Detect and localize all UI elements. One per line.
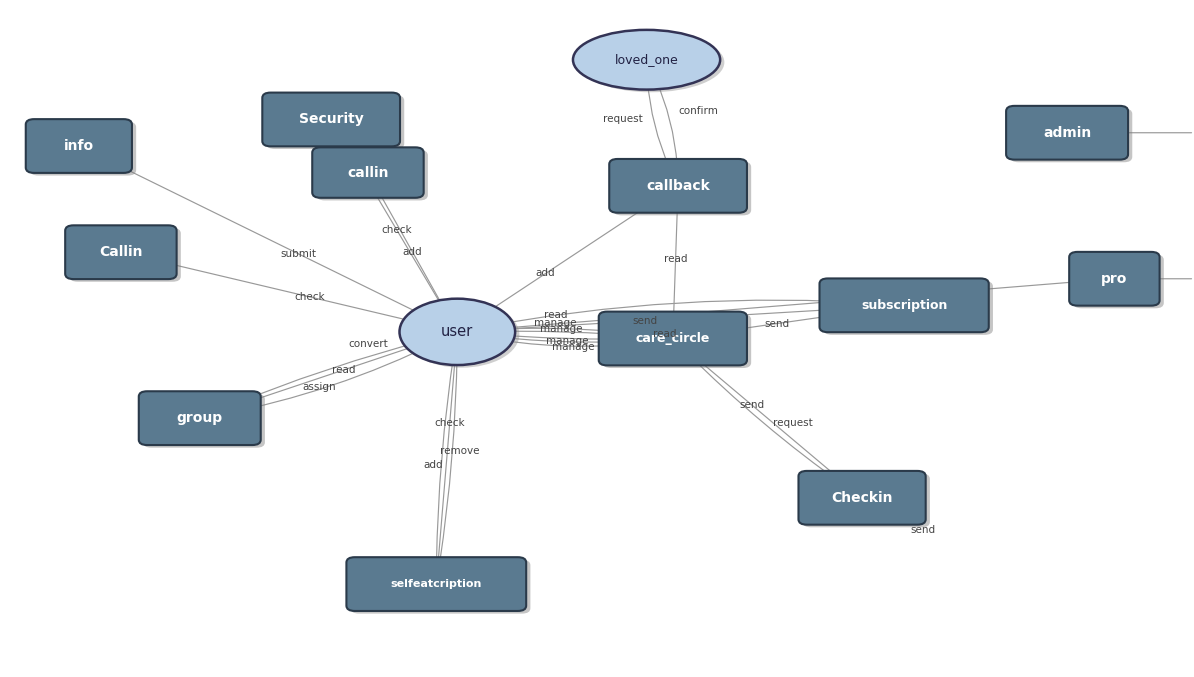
- Text: request: request: [774, 418, 813, 429]
- Text: add: add: [424, 460, 443, 470]
- Text: assign: assign: [302, 383, 336, 392]
- Ellipse shape: [404, 301, 519, 368]
- Text: send: send: [740, 400, 765, 410]
- Text: check: check: [294, 292, 325, 302]
- Text: group: group: [177, 411, 223, 425]
- Text: Callin: Callin: [99, 245, 142, 259]
- Text: care_circle: care_circle: [635, 332, 710, 345]
- Text: read: read: [544, 310, 567, 320]
- FancyBboxPatch shape: [139, 391, 260, 445]
- Ellipse shape: [573, 30, 720, 89]
- FancyBboxPatch shape: [30, 122, 136, 175]
- FancyBboxPatch shape: [802, 474, 930, 527]
- Text: admin: admin: [1044, 126, 1091, 139]
- Text: submit: submit: [281, 249, 316, 259]
- Text: read: read: [664, 254, 688, 264]
- FancyBboxPatch shape: [346, 557, 527, 611]
- Text: pro: pro: [1101, 271, 1127, 286]
- Text: user: user: [442, 324, 474, 339]
- Text: selfeatcription: selfeatcription: [390, 579, 482, 589]
- Ellipse shape: [577, 32, 725, 92]
- FancyBboxPatch shape: [603, 314, 751, 368]
- Text: callin: callin: [347, 166, 389, 179]
- FancyBboxPatch shape: [143, 394, 265, 447]
- Text: convert: convert: [349, 338, 388, 349]
- Text: add: add: [402, 247, 423, 257]
- Text: manage: manage: [546, 336, 587, 346]
- Text: remove: remove: [441, 446, 480, 456]
- FancyBboxPatch shape: [1073, 255, 1164, 308]
- Text: Security: Security: [298, 112, 363, 127]
- FancyBboxPatch shape: [1010, 108, 1132, 162]
- Text: callback: callback: [646, 179, 710, 193]
- FancyBboxPatch shape: [316, 150, 427, 200]
- FancyBboxPatch shape: [66, 225, 177, 279]
- FancyBboxPatch shape: [351, 560, 530, 613]
- FancyBboxPatch shape: [1069, 252, 1159, 305]
- FancyBboxPatch shape: [313, 148, 424, 198]
- FancyBboxPatch shape: [614, 162, 751, 215]
- Ellipse shape: [400, 299, 515, 365]
- FancyBboxPatch shape: [263, 93, 400, 146]
- FancyBboxPatch shape: [69, 228, 180, 282]
- Text: manage: manage: [534, 318, 577, 328]
- FancyBboxPatch shape: [819, 278, 989, 332]
- FancyBboxPatch shape: [598, 311, 747, 366]
- Text: Checkin: Checkin: [831, 491, 893, 505]
- Text: manage: manage: [540, 324, 583, 334]
- Text: send: send: [911, 525, 936, 535]
- Text: check: check: [381, 225, 412, 235]
- Text: loved_one: loved_one: [615, 53, 678, 66]
- FancyBboxPatch shape: [609, 159, 747, 213]
- Text: subscription: subscription: [861, 299, 947, 312]
- FancyBboxPatch shape: [799, 471, 925, 525]
- Text: info: info: [63, 139, 94, 153]
- FancyBboxPatch shape: [26, 119, 133, 173]
- Text: send: send: [764, 319, 789, 328]
- FancyBboxPatch shape: [1007, 106, 1128, 160]
- Text: add: add: [536, 269, 555, 278]
- FancyBboxPatch shape: [824, 281, 993, 335]
- Text: request: request: [603, 114, 642, 124]
- Text: read: read: [653, 328, 677, 338]
- Text: check: check: [435, 418, 466, 428]
- Text: read: read: [332, 365, 356, 375]
- Text: confirm: confirm: [678, 106, 718, 116]
- Text: manage: manage: [552, 343, 595, 353]
- Text: send: send: [633, 315, 658, 326]
- FancyBboxPatch shape: [266, 95, 405, 149]
